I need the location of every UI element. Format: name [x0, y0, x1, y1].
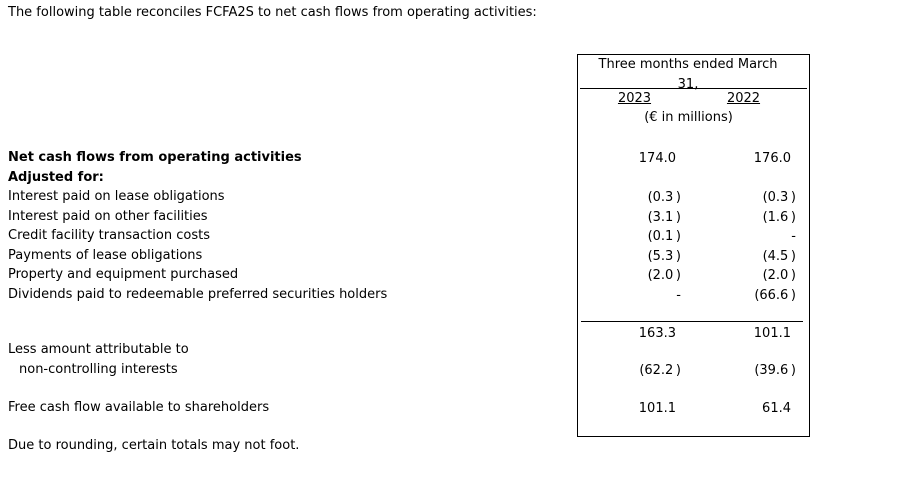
cell-2023: 163.3 — [638, 325, 676, 341]
cell-2023: (62.2 ) — [639, 363, 681, 378]
period-header: Three months ended March 31, — [593, 55, 783, 94]
cell-2023: (0.3 ) — [647, 190, 681, 205]
cell-2022: (66.6 ) — [754, 287, 796, 303]
cell-2022: 176.0 — [753, 151, 791, 166]
value-row-operating-activities: 174.0 176.0 — [578, 149, 809, 169]
value-row-payments-lease: (5.3 ) (4.5 ) — [578, 247, 809, 267]
value-row-property-equipment: (2.0 ) (2.0 ) — [578, 266, 809, 286]
value-row-credit-facility: (0.1 ) - — [578, 227, 809, 247]
cell-2022: (4.5 ) — [762, 248, 796, 264]
row-label-adjusted-for: Adjusted for: — [8, 169, 104, 185]
row-label-credit-facility: Credit facility transaction costs — [8, 228, 210, 243]
row-labels: Net cash flows from operating activities… — [8, 148, 387, 304]
footnote-text: Due to rounding, certain totals may not … — [8, 438, 300, 453]
row-label-operating-activities: Net cash flows from operating activities — [8, 150, 302, 165]
cell-2022: (1.6 ) — [762, 209, 796, 225]
value-row-interest-lease: (0.3 ) (0.3 ) — [578, 188, 809, 208]
cell-2023: (5.3 ) — [647, 248, 681, 264]
subtotal-rule — [581, 321, 803, 322]
less-label-line2: non-controlling interests — [19, 361, 178, 377]
cell-2022: (2.0 ) — [762, 268, 796, 283]
cell-2022: 61.4 — [762, 401, 791, 416]
row-label-dividends: Dividends paid to redeemable preferred s… — [8, 286, 388, 302]
value-row-less-amount: (62.2 ) (39.6 ) — [578, 361, 809, 381]
cell-2022: - — [791, 229, 796, 244]
cell-2023: 174.0 — [638, 151, 676, 166]
cell-2023: (0.1 ) — [647, 229, 681, 244]
row-label-less-amount: Less amount attributable to non-controll… — [8, 340, 189, 379]
period-header-line1: Three months ended March — [598, 57, 778, 72]
cell-2023: (3.1 ) — [647, 209, 681, 225]
row-label-free-cash-flow: Free cash flow available to shareholders — [8, 400, 270, 415]
cell-2022: 101.1 — [753, 325, 791, 341]
cell-2023: 101.1 — [638, 401, 676, 416]
row-label-interest-lease: Interest paid on lease obligations — [8, 189, 225, 204]
units-label: (€ in millions) — [644, 110, 733, 125]
row-label-payments-lease: Payments of lease obligations — [8, 247, 203, 263]
value-row-dividends: - (66.6 ) — [578, 286, 809, 306]
period-header-line2: 31, — [677, 76, 699, 92]
cell-2023: - — [676, 287, 681, 303]
year-column-2022: 2022 — [726, 91, 761, 106]
row-label-property-equipment: Property and equipment purchased — [8, 267, 239, 282]
year-header-row: 2023 2022 — [583, 89, 809, 109]
cell-2022: (0.3 ) — [762, 190, 796, 205]
cell-2022: (39.6 ) — [754, 363, 796, 378]
value-row-free-cash-flow: 101.1 61.4 — [578, 399, 809, 419]
value-row-interest-other: (3.1 ) (1.6 ) — [578, 208, 809, 228]
reconciliation-table: Three months ended March 31, 2023 2022 (… — [577, 54, 810, 437]
header-rule — [580, 88, 807, 89]
row-label-interest-other: Interest paid on other facilities — [8, 208, 208, 224]
intro-text: The following table reconciles FCFA2S to… — [8, 5, 537, 20]
less-label-line1: Less amount attributable to — [8, 342, 189, 357]
year-column-2023: 2023 — [617, 91, 652, 106]
value-row-subtotal: 163.3 101.1 — [578, 324, 809, 344]
cell-2023: (2.0 ) — [647, 268, 681, 283]
